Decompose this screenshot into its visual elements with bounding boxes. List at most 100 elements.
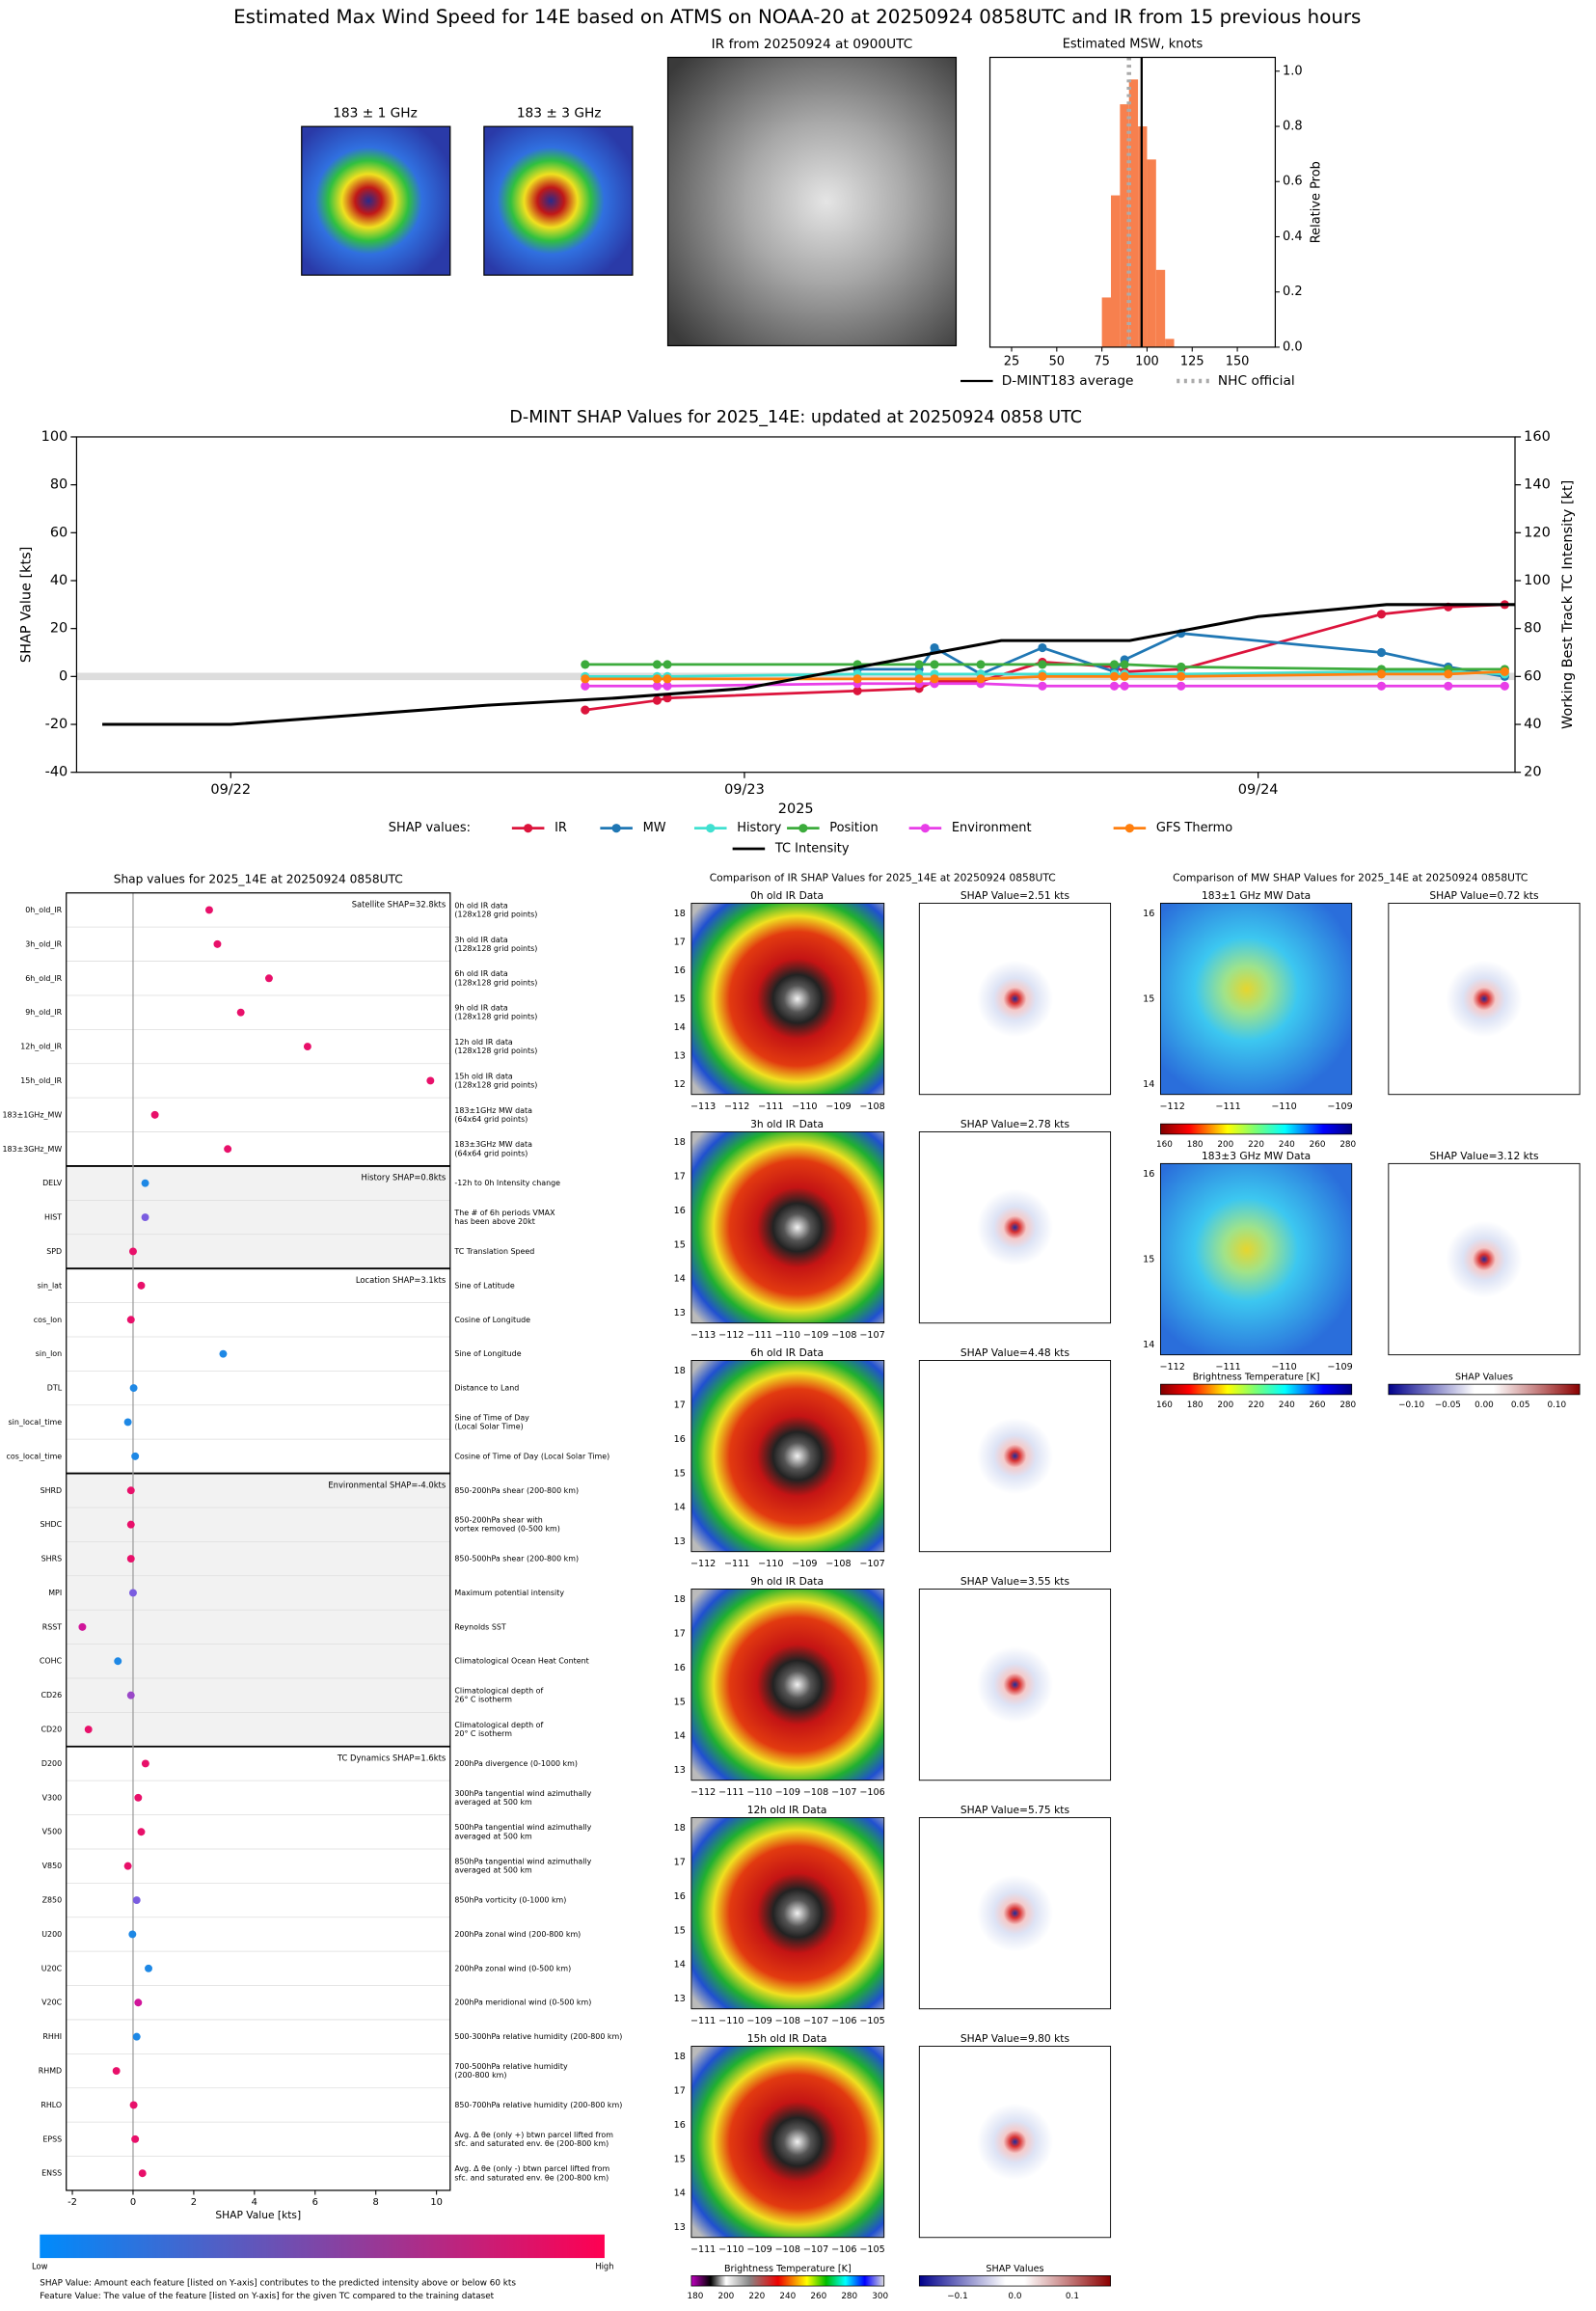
shap-dot [123, 1862, 132, 1870]
colorbar-label: SHAP Values [986, 2264, 1043, 2274]
group-label: TC Dynamics SHAP=1.6kts [337, 1753, 446, 1762]
colorbar-tick-label: 180 [687, 2292, 703, 2301]
x-tick-label: −108 [775, 2244, 800, 2255]
panel-title: 9h old IR Data [750, 1575, 824, 1588]
x-tick-label: −105 [859, 2244, 884, 2255]
feature-name: RHMD [39, 2067, 62, 2076]
feature-description: Sine of Time of Day [454, 1413, 529, 1422]
x-tick-label: −111 [746, 1330, 771, 1341]
series-point [1177, 681, 1186, 691]
panel-title: SHAP Value=9.80 kts [960, 2032, 1070, 2045]
x-tick-label: −110 [718, 2244, 744, 2255]
series-line [584, 603, 1505, 712]
feature-name: COHC [40, 1657, 63, 1666]
y-tick-label: 40 [50, 573, 68, 588]
feature-description: (200-800 km) [454, 2071, 506, 2080]
x-axis-label: 2025 [778, 802, 814, 817]
legend-marker [706, 824, 716, 833]
chart-title: Shap values for 2025_14E at 20250924 085… [114, 873, 403, 886]
colorbar [1160, 1123, 1353, 1135]
series-point [930, 642, 939, 653]
y-axis-label: Relative Prob [1310, 161, 1324, 243]
y-tick-label: 16 [674, 1663, 686, 1673]
feature-name: 6h_old_IR [25, 974, 62, 983]
series-point [1376, 669, 1387, 679]
feature-name: 183±1GHz_MW [2, 1110, 62, 1119]
legend-label: Environment [952, 821, 1032, 835]
x-tick-label: −107 [859, 1559, 884, 1569]
colorbar-tick-label: 180 [1187, 1400, 1204, 1410]
y-tick-label: 18 [674, 2052, 686, 2062]
y-tick-label: 16 [674, 1891, 686, 1902]
x-tick-label: 25 [1004, 355, 1019, 369]
feature-description: Distance to Land [454, 1384, 519, 1393]
x-tick-label: −111 [758, 1101, 783, 1112]
x-tick-label: −108 [803, 1787, 828, 1798]
shap-dot [129, 1247, 137, 1256]
x-tick-label: −111 [690, 2016, 716, 2026]
legend-marker [611, 824, 621, 833]
shap-dot [137, 1828, 146, 1836]
bar [1110, 195, 1121, 347]
feature-name: 3h_old_IR [25, 939, 62, 948]
x-tick-label: 125 [1180, 355, 1204, 369]
panel-group-title: Comparison of IR SHAP Values for 2025_14… [710, 872, 1056, 884]
feature-description: 26° C isotherm [454, 1696, 512, 1704]
satellite-image [666, 56, 958, 347]
x-tick-label: −109 [746, 2016, 771, 2026]
feature-name: sin_lat [38, 1281, 62, 1290]
legend-label: History [737, 821, 781, 835]
shap-image [1388, 1162, 1581, 1356]
y-tick-label: 14 [1143, 1340, 1154, 1350]
legend-label: Position [829, 821, 878, 835]
series-point [1177, 671, 1186, 681]
shap-dot [141, 1179, 149, 1187]
image-title: 183 ± 3 GHz [517, 105, 602, 121]
y-tick-label: 18 [674, 1137, 686, 1148]
feature-description: Avg. Δ θe (only -) btwn parcel lifted fr… [454, 2164, 609, 2173]
colorbar-tick-label: 280 [1339, 1140, 1356, 1150]
x-tick-label: 150 [1226, 355, 1250, 369]
colorbar-tick-label: 200 [717, 2292, 734, 2301]
series-point [1038, 671, 1047, 681]
series-point [1109, 681, 1120, 691]
colorbar-tick-label: −0.1 [947, 2292, 967, 2301]
feature-description: Cosine of Time of Day (Local Solar Time) [454, 1452, 609, 1460]
x-tick-label: −112 [690, 1559, 716, 1569]
feature-name: 15h_old_IR [20, 1076, 62, 1085]
x-tick-label: 75 [1094, 355, 1109, 369]
feature-description: (128x128 grid points) [454, 944, 537, 953]
colorbar-high-label: High [595, 2262, 613, 2271]
bar [1147, 159, 1156, 347]
feature-description: (128x128 grid points) [454, 1013, 537, 1021]
feature-name: CD26 [41, 1691, 62, 1699]
feature-description: 500hPa tangential wind azimuthally [454, 1823, 591, 1832]
feature-name: V850 [42, 1862, 63, 1870]
shap-dot [129, 1384, 138, 1393]
series-point [652, 695, 662, 705]
colorbar [690, 2275, 885, 2287]
y2-tick-label: 100 [1524, 573, 1551, 588]
series-point [1038, 642, 1047, 653]
feature-description: averaged at 500 km [454, 1832, 532, 1840]
y-tick-label: 15 [674, 1468, 686, 1479]
shap-image [918, 902, 1112, 1096]
plot-frame [75, 436, 1516, 774]
footnote: SHAP Value: Amount each feature [listed … [40, 2279, 516, 2289]
shap-dot [126, 1555, 135, 1563]
feature-description: 850-200hPa shear with [454, 1516, 542, 1525]
chart-title: D-MINT SHAP Values for 2025_14E: updated… [509, 408, 1082, 427]
feature-description: 12h old IR data [454, 1038, 513, 1047]
colorbar-tick-label: 240 [1279, 1400, 1295, 1410]
plot-frame [988, 56, 1277, 348]
feature-description: 700-500hPa relative humidity [454, 2062, 568, 2071]
y-tick-label: 18 [674, 1366, 686, 1376]
x-tick-label: −111 [724, 1559, 749, 1569]
legend-marker [524, 824, 533, 833]
feature-description: 15h old IR data [454, 1072, 513, 1080]
y-tick-label: 14 [674, 1274, 686, 1285]
mw-image [1159, 1162, 1353, 1356]
feature-description: (64x64 grid points) [454, 1149, 527, 1157]
x-tick-label: −110 [718, 2016, 744, 2026]
feature-description: -12h to 0h Intensity change [454, 1179, 560, 1187]
